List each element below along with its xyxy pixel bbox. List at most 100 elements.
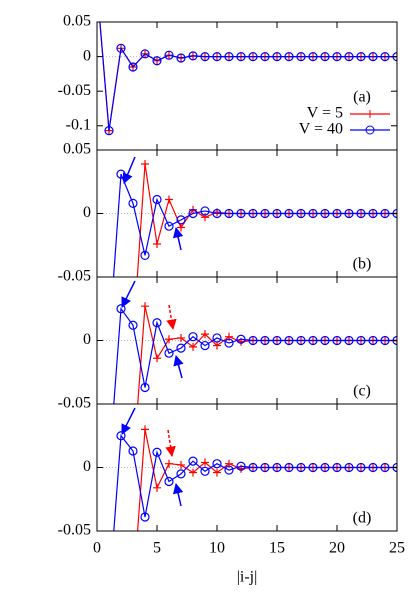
point-circle	[296, 462, 306, 473]
legend-label: V = 40	[299, 121, 343, 138]
panel-label: (a)	[353, 89, 371, 106]
point-plus	[213, 341, 221, 350]
plot-area	[112, 159, 397, 277]
point-circle	[116, 304, 126, 314]
point-circle	[128, 62, 138, 72]
point-circle	[344, 335, 354, 346]
point-circle	[188, 51, 198, 61]
point-circle	[284, 51, 294, 62]
y-tick-label: 0	[83, 204, 91, 221]
point-plus	[201, 458, 209, 467]
point-circle	[320, 208, 330, 219]
point-circle	[344, 462, 354, 473]
point-circle	[200, 206, 210, 216]
point-circle	[332, 335, 342, 346]
point-circle	[272, 208, 282, 219]
series-line	[113, 307, 397, 404]
series-line	[136, 163, 397, 277]
point-circle	[200, 51, 210, 62]
y-tick-label: 0	[83, 331, 91, 348]
point-circle	[368, 335, 378, 346]
point-circle	[104, 126, 114, 136]
point-circle	[200, 340, 210, 351]
point-circle	[105, 591, 113, 599]
panel-label: (c)	[353, 383, 371, 400]
point-circle	[320, 335, 330, 346]
point-circle	[296, 335, 306, 346]
point-circle	[380, 335, 390, 346]
x-tick-label: 0	[93, 540, 101, 557]
point-plus	[177, 460, 185, 469]
point-circle	[236, 51, 246, 62]
point-circle	[248, 51, 258, 62]
point-plus	[153, 239, 161, 248]
y-tick-label: 0	[83, 458, 91, 475]
point-circle	[176, 343, 186, 353]
point-circle	[260, 51, 270, 62]
legend-marker	[365, 125, 375, 135]
point-circle	[188, 456, 198, 466]
point-circle	[332, 208, 342, 219]
point-circle	[296, 51, 306, 62]
point-circle	[164, 221, 174, 231]
point-plus	[177, 223, 185, 232]
point-circle	[356, 208, 366, 219]
point-circle	[320, 51, 330, 62]
point-circle	[332, 462, 342, 473]
point-circle	[248, 335, 258, 346]
series-line	[99, 22, 397, 131]
point-circle	[224, 51, 234, 62]
point-circle	[356, 335, 366, 346]
point-circle	[164, 348, 174, 358]
point-circle	[308, 462, 318, 473]
point-circle	[116, 431, 126, 441]
point-circle	[344, 208, 354, 219]
point-circle	[188, 208, 198, 219]
point-plus	[189, 468, 197, 477]
panel-label: (d)	[353, 510, 372, 527]
point-circle	[200, 466, 210, 476]
point-circle	[140, 49, 150, 59]
point-plus	[153, 354, 161, 363]
y-tick-label: -0.05	[58, 522, 91, 539]
point-circle	[152, 447, 162, 457]
y-tick-label: -0.1	[66, 116, 91, 133]
point-circle	[212, 208, 222, 219]
point-circle	[332, 51, 342, 62]
point-plus	[165, 335, 173, 344]
point-circle	[188, 332, 198, 342]
y-tick-label: -0.05	[58, 395, 91, 412]
point-circle	[212, 51, 222, 62]
point-circle	[128, 198, 138, 208]
x-tick-label: 5	[153, 540, 161, 557]
plot-area	[99, 22, 397, 136]
point-circle	[368, 51, 378, 62]
point-circle	[224, 208, 234, 219]
point-plus	[201, 330, 209, 339]
point-circle	[272, 462, 282, 473]
x-tick-label: 10	[209, 540, 225, 557]
point-circle	[236, 208, 246, 219]
point-circle	[224, 465, 234, 475]
x-tick-label: 25	[389, 540, 405, 557]
point-circle	[212, 459, 222, 469]
point-plus	[165, 459, 173, 468]
point-plus	[177, 333, 185, 342]
point-circle	[176, 215, 186, 225]
y-tick-label: 0.05	[63, 13, 91, 30]
y-tick-label: 0	[83, 47, 91, 64]
point-circle	[260, 335, 270, 346]
point-circle	[176, 53, 186, 63]
x-tick-label: 15	[269, 540, 285, 557]
point-circle	[260, 462, 270, 473]
series-line	[113, 434, 397, 531]
point-circle	[152, 194, 162, 205]
point-circle	[344, 51, 354, 62]
point-plus	[153, 483, 161, 492]
point-circle	[356, 51, 366, 62]
point-circle	[380, 208, 390, 219]
point-circle	[140, 250, 150, 261]
point-circle	[140, 512, 150, 522]
point-plus	[129, 591, 137, 599]
